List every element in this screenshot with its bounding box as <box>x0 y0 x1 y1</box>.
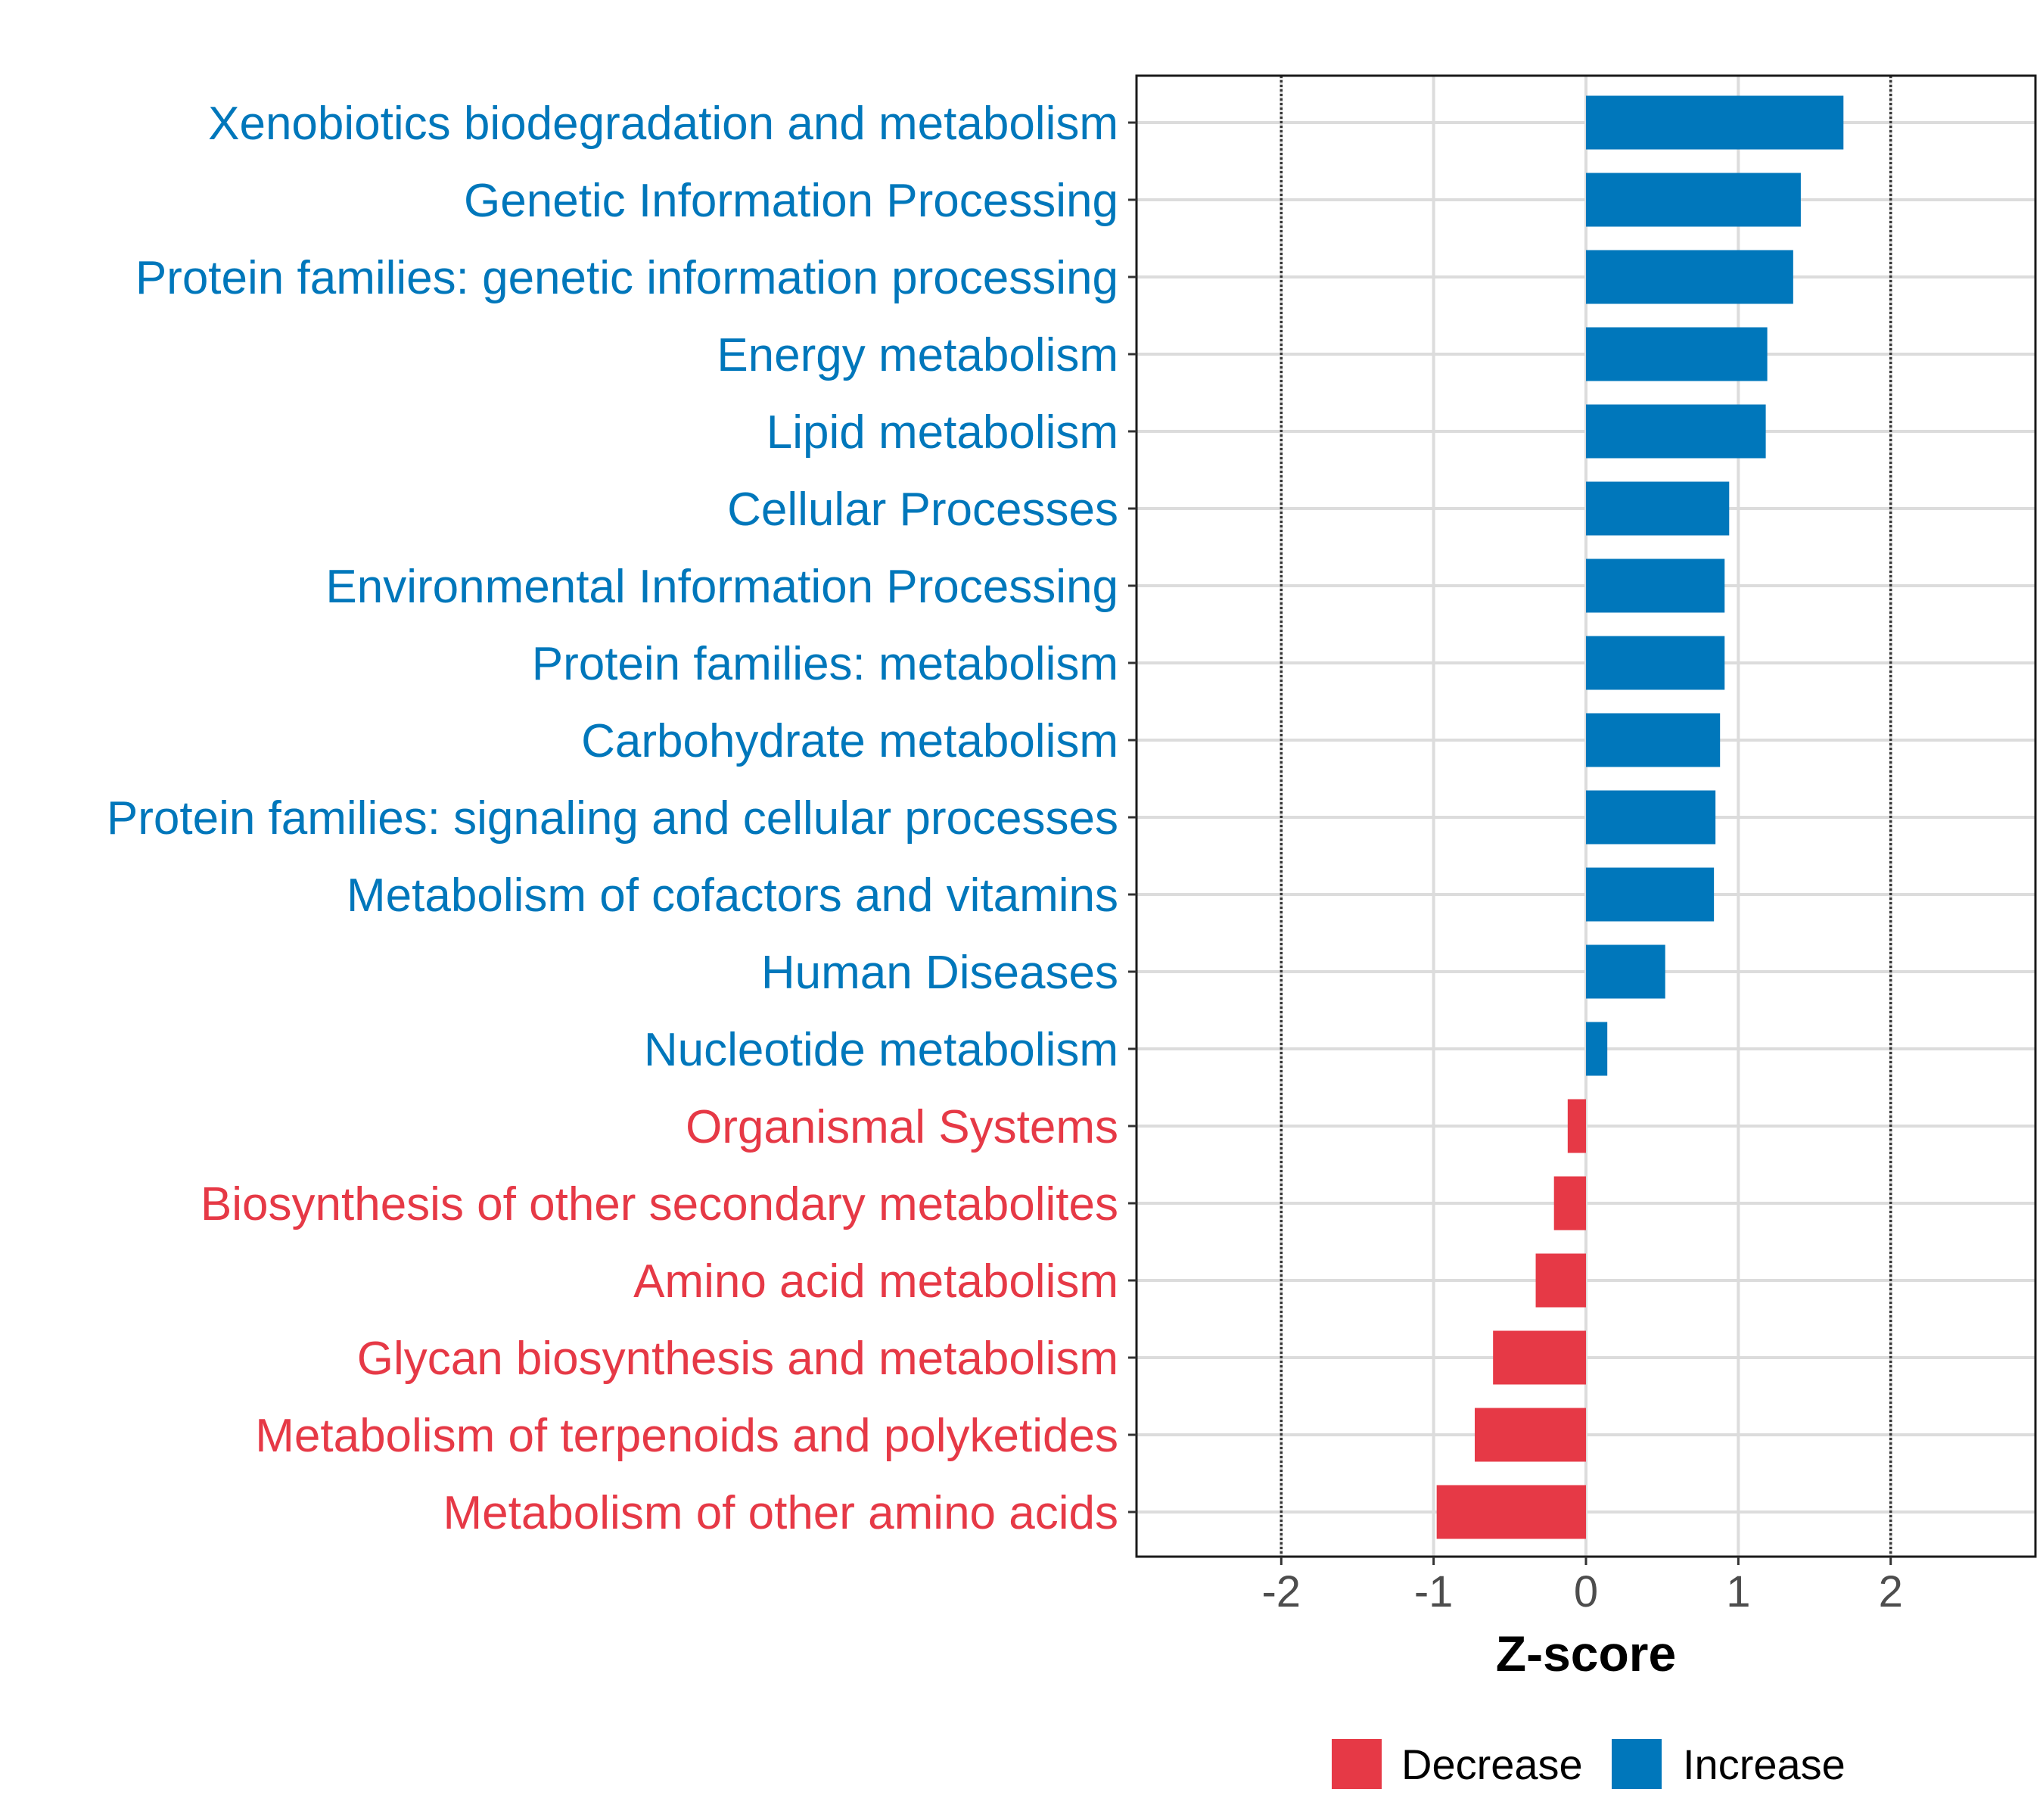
x-tick-label: 2 <box>1879 1567 1903 1616</box>
y-tick-label: Cellular Processes <box>727 484 1118 536</box>
y-tick-label: Xenobiotics biodegradation and metabolis… <box>208 98 1118 150</box>
bar <box>1436 1485 1586 1539</box>
bars <box>1436 95 1844 1539</box>
x-tick-label: -1 <box>1414 1567 1454 1616</box>
y-tick-label: Human Diseases <box>761 947 1118 999</box>
x-axis: -2 -1 0 1 2 <box>1261 1557 1903 1616</box>
y-tick-label: Lipid metabolism <box>767 406 1118 459</box>
legend: Decrease Increase <box>1332 1739 1846 1789</box>
bar <box>1475 1408 1586 1462</box>
x-tick-label: 1 <box>1726 1567 1750 1616</box>
y-tick-label: Metabolism of cofactors and vitamins <box>347 870 1118 922</box>
bar <box>1586 790 1716 845</box>
bar <box>1553 1176 1586 1230</box>
legend-label: Decrease <box>1401 1741 1583 1788</box>
y-tick-label: Glycan biosynthesis and metabolism <box>357 1333 1118 1385</box>
y-axis: Xenobiotics biodegradation and metabolis… <box>107 98 1137 1539</box>
bar <box>1586 636 1725 690</box>
bar <box>1586 481 1730 536</box>
y-tick-label: Organismal Systems <box>686 1101 1118 1153</box>
y-tick-label: Metabolism of terpenoids and polyketides <box>255 1410 1118 1462</box>
y-tick-label: Biosynthesis of other secondary metaboli… <box>201 1178 1118 1230</box>
y-tick-label: Carbohydrate metabolism <box>581 715 1118 767</box>
bar <box>1586 250 1793 304</box>
bar <box>1586 327 1768 381</box>
x-axis-title: Z-score <box>1496 1626 1676 1682</box>
bar <box>1586 713 1721 767</box>
legend-label: Increase <box>1683 1741 1846 1788</box>
bar <box>1586 558 1725 613</box>
bar <box>1493 1330 1586 1385</box>
bar <box>1586 173 1801 227</box>
y-tick-label: Protein families: genetic information pr… <box>135 252 1118 304</box>
legend-swatch <box>1612 1739 1662 1789</box>
y-tick-label: Metabolism of other amino acids <box>443 1487 1118 1539</box>
y-tick-label: Energy metabolism <box>717 329 1118 381</box>
x-tick-label: 0 <box>1574 1567 1598 1616</box>
bar <box>1586 404 1766 459</box>
legend-swatch <box>1332 1739 1382 1789</box>
y-tick-label: Amino acid metabolism <box>633 1255 1118 1308</box>
x-tick-label: -2 <box>1261 1567 1301 1616</box>
bar <box>1535 1253 1586 1308</box>
y-tick-label: Nucleotide metabolism <box>644 1024 1118 1076</box>
y-tick-label: Protein families: metabolism <box>532 638 1118 690</box>
bar <box>1567 1099 1586 1153</box>
bar <box>1586 1022 1608 1076</box>
bar <box>1586 867 1715 922</box>
reference-lines <box>1280 76 1892 1557</box>
y-tick-label: Genetic Information Processing <box>464 175 1118 227</box>
bar <box>1586 944 1665 999</box>
bar <box>1586 95 1844 150</box>
y-tick-label: Protein families: signaling and cellular… <box>107 792 1118 845</box>
y-tick-label: Environmental Information Processing <box>325 561 1118 613</box>
